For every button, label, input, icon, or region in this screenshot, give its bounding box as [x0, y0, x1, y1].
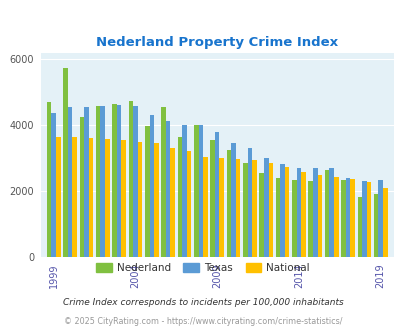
Bar	[268, 163, 273, 257]
Bar	[231, 143, 235, 257]
Text: Crime Index corresponds to incidents per 100,000 inhabitants: Crime Index corresponds to incidents per…	[62, 298, 343, 307]
Bar	[382, 188, 387, 257]
Bar	[133, 106, 137, 257]
Bar	[128, 101, 133, 257]
Bar	[88, 138, 93, 257]
Bar	[105, 139, 109, 257]
Bar	[121, 140, 126, 257]
Bar	[194, 125, 198, 257]
Bar	[291, 180, 296, 257]
Bar	[72, 137, 77, 257]
Bar	[279, 164, 284, 257]
Bar	[373, 194, 377, 257]
Bar	[96, 106, 100, 257]
Bar	[284, 167, 289, 257]
Bar	[247, 148, 252, 257]
Bar	[202, 157, 207, 257]
Bar	[366, 182, 370, 257]
Bar	[350, 179, 354, 257]
Bar	[301, 172, 305, 257]
Bar	[296, 168, 301, 257]
Bar	[275, 178, 279, 257]
Bar	[357, 197, 361, 257]
Bar	[186, 151, 191, 257]
Bar	[252, 160, 256, 257]
Bar	[51, 113, 56, 257]
Bar	[68, 107, 72, 257]
Bar	[328, 168, 333, 257]
Bar	[47, 102, 51, 257]
Bar	[226, 150, 231, 257]
Bar	[100, 106, 105, 257]
Bar	[117, 105, 121, 257]
Bar	[56, 137, 60, 257]
Bar	[166, 121, 170, 257]
Bar	[210, 140, 214, 257]
Text: © 2025 CityRating.com - https://www.cityrating.com/crime-statistics/: © 2025 CityRating.com - https://www.city…	[64, 317, 341, 326]
Bar	[377, 180, 382, 257]
Bar	[177, 137, 182, 257]
Bar	[219, 158, 224, 257]
Bar	[324, 170, 328, 257]
Bar	[137, 142, 142, 257]
Bar	[243, 163, 247, 257]
Bar	[84, 107, 88, 257]
Bar	[317, 175, 322, 257]
Bar	[361, 181, 366, 257]
Bar	[214, 132, 219, 257]
Bar	[198, 125, 202, 257]
Bar	[333, 177, 338, 257]
Bar	[154, 143, 158, 257]
Bar	[308, 181, 312, 257]
Bar	[340, 180, 345, 257]
Bar	[161, 107, 166, 257]
Bar	[79, 117, 84, 257]
Bar	[235, 159, 240, 257]
Title: Nederland Property Crime Index: Nederland Property Crime Index	[96, 36, 337, 49]
Bar	[112, 104, 117, 257]
Bar	[182, 125, 186, 257]
Bar	[345, 178, 350, 257]
Bar	[263, 158, 268, 257]
Bar	[312, 168, 317, 257]
Bar	[63, 68, 68, 257]
Legend: Nederland, Texas, National: Nederland, Texas, National	[92, 259, 313, 277]
Bar	[170, 148, 175, 257]
Bar	[145, 126, 149, 257]
Bar	[259, 173, 263, 257]
Bar	[149, 115, 154, 257]
